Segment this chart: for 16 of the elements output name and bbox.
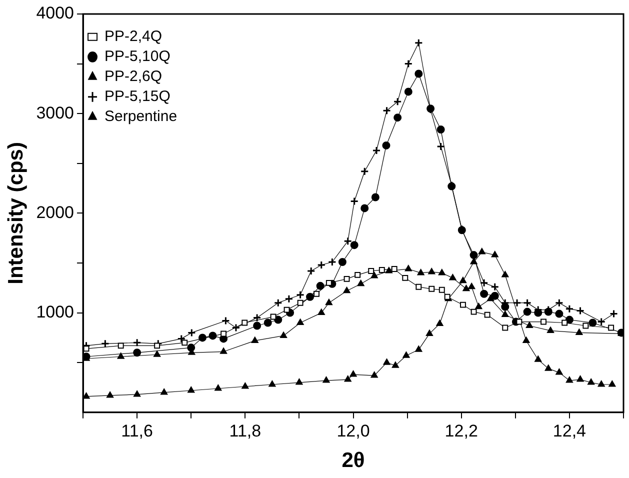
y-tick-label: 3000 <box>36 103 74 122</box>
y-tick-label: 4000 <box>36 4 74 23</box>
legend-label: PP-2,4Q <box>104 28 162 46</box>
x-tick-label: 12,4 <box>552 421 586 440</box>
legend-label: PP-5,10Q <box>104 48 170 66</box>
x-axis-title: 2θ <box>342 449 365 472</box>
y-axis-title: Intensity (cps) <box>4 142 28 284</box>
legend-label: Serpentine <box>104 108 178 126</box>
legend-label: PP-5,15Q <box>104 88 170 106</box>
x-tick-label: 11,6 <box>121 421 153 440</box>
legend-label: PP-2,6Q <box>104 68 162 86</box>
x-tick-label: 12,2 <box>444 421 478 440</box>
y-tick-label: 1000 <box>36 302 74 322</box>
x-tick-label: 12,0 <box>336 421 370 440</box>
y-tick-label: 2000 <box>36 202 74 222</box>
x-tick-label: 11,8 <box>229 421 262 440</box>
